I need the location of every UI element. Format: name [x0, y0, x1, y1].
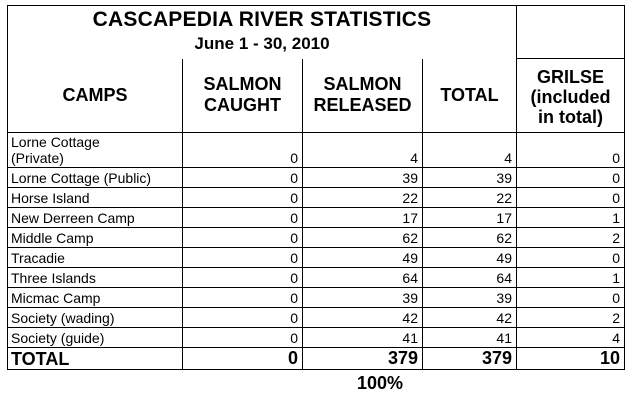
- camp-name: New Derreen Camp: [7, 207, 183, 228]
- salmon-caught-value: 0: [182, 327, 303, 348]
- grilse-value: 0: [516, 187, 625, 208]
- table-row: Tracadie 0 49 49 0: [7, 247, 625, 268]
- camp-name: Horse Island: [7, 187, 183, 208]
- header-grilse: GRILSE (included in total): [516, 58, 625, 133]
- report-subtitle: June 1 - 30, 2010: [194, 34, 330, 53]
- totals-caught: 0: [182, 347, 303, 370]
- header-released-line1: SALMON: [323, 74, 402, 95]
- camp-name: Society (guide): [7, 327, 183, 348]
- title-cell: CASCAPEDIA RIVER STATISTICS June 1 - 30,…: [7, 5, 517, 59]
- salmon-caught-value: 0: [182, 247, 303, 268]
- header-camps: CAMPS: [7, 58, 183, 133]
- salmon-released-value: 62: [302, 227, 423, 248]
- grilse-value: 1: [516, 207, 625, 228]
- salmon-caught-value: 0: [182, 287, 303, 308]
- totals-row: TOTAL 0 379 379 10: [7, 347, 625, 370]
- totals-total: 379: [422, 347, 517, 370]
- salmon-caught-value: 0: [182, 307, 303, 328]
- statistics-table: CASCAPEDIA RIVER STATISTICS June 1 - 30,…: [7, 5, 625, 370]
- camp-name: Micmac Camp: [7, 287, 183, 308]
- camp-name: Middle Camp: [7, 227, 183, 248]
- total-value: 49: [422, 247, 517, 268]
- grilse-value: 2: [516, 227, 625, 248]
- table-row: New Derreen Camp 0 17 17 1: [7, 207, 625, 228]
- header-total: TOTAL: [422, 58, 517, 133]
- table-row: Middle Camp 0 62 62 2: [7, 227, 625, 248]
- salmon-caught-value: 0: [182, 267, 303, 288]
- salmon-caught-value: 0: [182, 207, 303, 228]
- salmon-caught-value: 0: [182, 167, 303, 188]
- salmon-released-value: 42: [302, 307, 423, 328]
- totals-released: 379: [302, 347, 423, 370]
- header-grilse-line1: GRILSE: [536, 66, 604, 87]
- grilse-value: 0: [516, 167, 625, 188]
- total-value: 22: [422, 187, 517, 208]
- total-value: 39: [422, 287, 517, 308]
- total-value: 42: [422, 307, 517, 328]
- salmon-released-value: 4: [302, 132, 423, 168]
- totals-label: TOTAL: [7, 347, 183, 370]
- grilse-value: 2: [516, 307, 625, 328]
- table-row: Lorne Cottage (Public) 0 39 39 0: [7, 167, 625, 188]
- totals-grilse: 10: [516, 347, 625, 370]
- total-value: 41: [422, 327, 517, 348]
- salmon-caught-value: 0: [182, 132, 303, 168]
- released-percentage: 100%: [357, 373, 404, 393]
- salmon-caught-value: 0: [182, 227, 303, 248]
- blank-top-cell: [516, 5, 625, 59]
- table-row: Society (wading) 0 42 42 2: [7, 307, 625, 328]
- grilse-value: 0: [516, 287, 625, 308]
- grilse-value: 1: [516, 267, 625, 288]
- table-row: Horse Island 0 22 22 0: [7, 187, 625, 208]
- header-caught-line1: SALMON: [203, 74, 282, 95]
- salmon-released-value: 17: [302, 207, 423, 228]
- salmon-released-value: 39: [302, 287, 423, 308]
- table-row: Lorne Cottage (Private) 0 4 4 0: [7, 132, 625, 168]
- table-row: Society (guide) 0 41 41 4: [7, 327, 625, 348]
- camp-name: Society (wading): [7, 307, 183, 328]
- statistics-sheet: CASCAPEDIA RIVER STATISTICS June 1 - 30,…: [7, 5, 625, 370]
- grilse-value: 0: [516, 132, 625, 168]
- header-total-label: TOTAL: [440, 84, 499, 105]
- header-camps-label: CAMPS: [62, 84, 128, 105]
- header-grilse-line2: (included: [530, 86, 611, 107]
- total-value: 17: [422, 207, 517, 228]
- header-salmon-released: SALMON RELEASED: [302, 58, 423, 133]
- salmon-released-value: 64: [302, 267, 423, 288]
- total-value: 4: [422, 132, 517, 168]
- header-grilse-line3: in total): [538, 106, 603, 127]
- total-value: 39: [422, 167, 517, 188]
- camp-name: Tracadie: [7, 247, 183, 268]
- camp-name-line1: Lorne Cottage: [11, 134, 100, 150]
- grilse-value: 0: [516, 247, 625, 268]
- total-value: 64: [422, 267, 517, 288]
- camp-name: Lorne Cottage (Public): [7, 167, 183, 188]
- grilse-value: 4: [516, 327, 625, 348]
- salmon-released-value: 41: [302, 327, 423, 348]
- header-released-line2: RELEASED: [313, 95, 412, 116]
- report-title: CASCAPEDIA RIVER STATISTICS: [92, 8, 432, 31]
- salmon-caught-value: 0: [182, 187, 303, 208]
- salmon-released-value: 39: [302, 167, 423, 188]
- header-salmon-caught: SALMON CAUGHT: [182, 58, 303, 133]
- salmon-released-value: 49: [302, 247, 423, 268]
- header-caught-line2: CAUGHT: [204, 95, 281, 116]
- total-value: 62: [422, 227, 517, 248]
- camp-name: Lorne Cottage (Private): [7, 132, 183, 168]
- table-row: Three Islands 0 64 64 1: [7, 267, 625, 288]
- camp-name-line2: (Private): [11, 150, 64, 166]
- camp-name: Three Islands: [7, 267, 183, 288]
- table-row: Micmac Camp 0 39 39 0: [7, 287, 625, 308]
- salmon-released-value: 22: [302, 187, 423, 208]
